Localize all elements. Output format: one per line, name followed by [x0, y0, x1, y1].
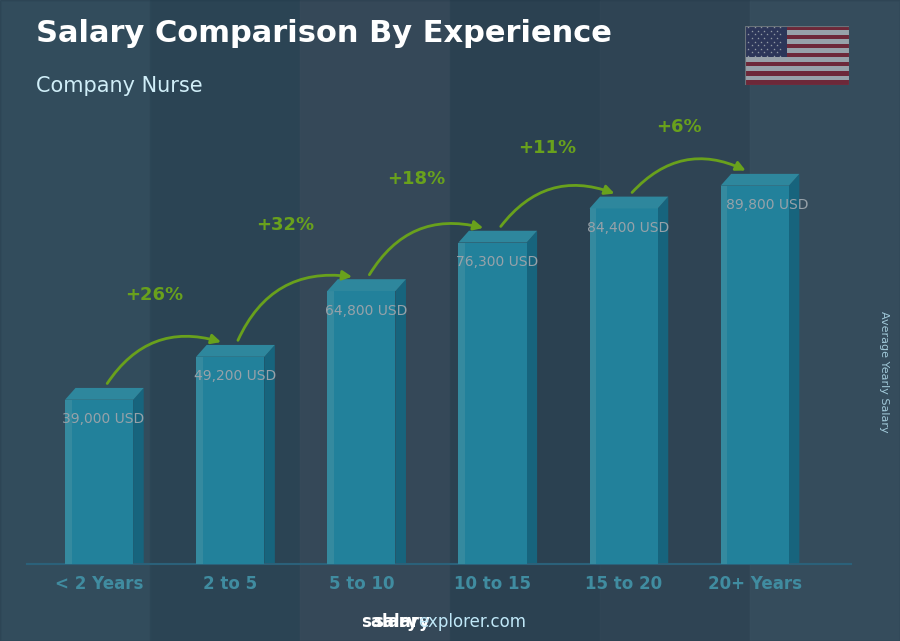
Polygon shape — [196, 345, 274, 357]
Polygon shape — [721, 186, 789, 564]
Bar — [745, 26, 787, 58]
Text: 64,800 USD: 64,800 USD — [325, 304, 407, 318]
Polygon shape — [328, 291, 395, 564]
Polygon shape — [721, 174, 799, 186]
Polygon shape — [658, 197, 668, 564]
Text: +32%: +32% — [256, 215, 314, 234]
Bar — [745, 39, 849, 44]
Bar — [745, 58, 849, 62]
Polygon shape — [526, 231, 537, 564]
Bar — [745, 67, 849, 71]
Text: salary: salary — [362, 613, 418, 631]
Text: 76,300 USD: 76,300 USD — [455, 255, 538, 269]
Bar — [745, 76, 849, 80]
Bar — [745, 62, 849, 67]
Text: Company Nurse: Company Nurse — [36, 76, 202, 96]
Text: salary: salary — [374, 613, 430, 631]
Polygon shape — [65, 400, 133, 564]
Text: 84,400 USD: 84,400 USD — [587, 221, 670, 235]
Polygon shape — [133, 388, 144, 564]
Text: 89,800 USD: 89,800 USD — [726, 198, 808, 212]
Bar — [745, 80, 849, 85]
Polygon shape — [458, 231, 537, 242]
Bar — [745, 53, 849, 58]
Bar — [745, 35, 849, 39]
Polygon shape — [265, 345, 274, 564]
Polygon shape — [196, 357, 265, 564]
Text: 39,000 USD: 39,000 USD — [62, 412, 145, 426]
Bar — [745, 48, 849, 53]
Polygon shape — [590, 208, 658, 564]
Text: +18%: +18% — [387, 171, 446, 188]
Text: +6%: +6% — [656, 118, 701, 136]
Bar — [745, 30, 849, 35]
Polygon shape — [721, 186, 727, 564]
Polygon shape — [196, 357, 203, 564]
Text: +11%: +11% — [518, 138, 577, 157]
Text: +26%: +26% — [125, 285, 184, 303]
Text: 49,200 USD: 49,200 USD — [194, 369, 275, 383]
Bar — [745, 44, 849, 48]
Polygon shape — [458, 242, 526, 564]
Polygon shape — [789, 174, 799, 564]
Bar — [745, 26, 849, 30]
Polygon shape — [458, 242, 465, 564]
Polygon shape — [328, 291, 334, 564]
Polygon shape — [590, 208, 597, 564]
Text: Salary Comparison By Experience: Salary Comparison By Experience — [36, 19, 612, 48]
Polygon shape — [65, 400, 72, 564]
Bar — [745, 71, 849, 76]
Polygon shape — [395, 279, 406, 564]
Polygon shape — [65, 388, 144, 400]
Text: Average Yearly Salary: Average Yearly Salary — [879, 311, 889, 433]
Text: explorer.com: explorer.com — [418, 613, 526, 631]
Polygon shape — [590, 197, 668, 208]
Polygon shape — [328, 279, 406, 291]
